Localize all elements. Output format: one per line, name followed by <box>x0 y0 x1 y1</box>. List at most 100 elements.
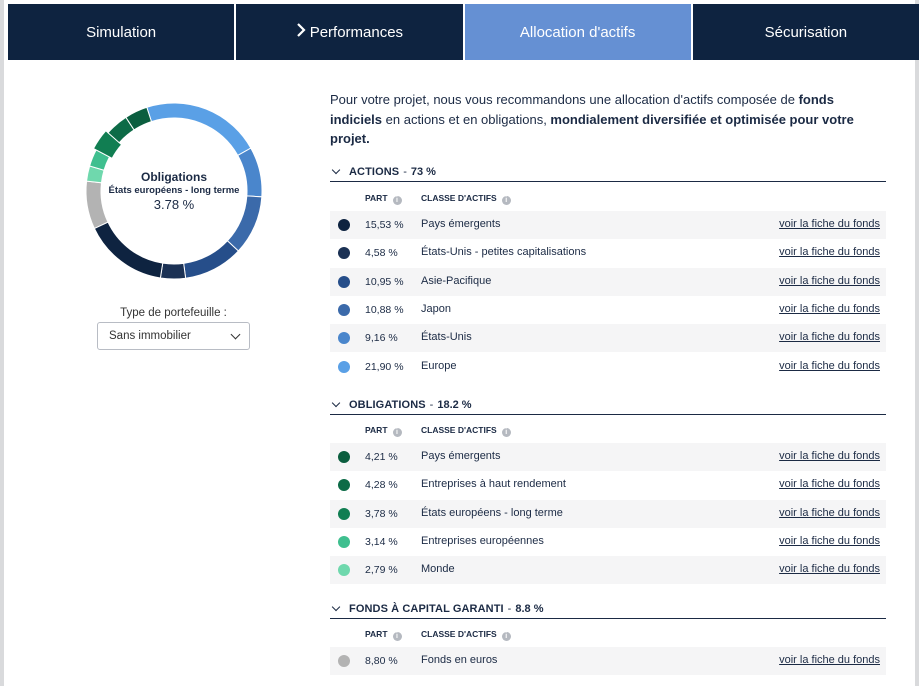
section-percent: 73 % <box>410 165 436 178</box>
donut-value: 3.78 % <box>153 197 195 212</box>
color-dot <box>338 451 350 463</box>
column-part: PART i <box>365 193 402 205</box>
column-classe: CLASSE D'ACTIFS i <box>421 425 511 437</box>
table-row: 10,95 % Asie-Pacifique voir la fiche du fo… <box>330 268 886 296</box>
row-percent: 10,88 % <box>365 304 404 316</box>
fund-sheet-link[interactable]: voir la fiche du fonds <box>779 654 880 666</box>
color-dot <box>338 655 350 667</box>
fund-sheet-link[interactable]: voir la fiche du fonds <box>779 275 880 287</box>
color-dot <box>338 219 350 231</box>
section-header[interactable]: FONDS À CAPITAL GARANTI -8.8 % <box>330 599 886 619</box>
row-percent: 9,16 % <box>365 332 398 344</box>
info-icon[interactable]: i <box>501 428 511 437</box>
column-classe-label: CLASSE D'ACTIFS <box>421 425 497 435</box>
row-percent: 15,53 % <box>365 219 404 231</box>
color-dot <box>338 536 350 548</box>
color-dot <box>338 508 350 520</box>
row-asset-class: Fonds en euros <box>421 654 498 666</box>
portfolio-type-select[interactable]: Sans immobilier <box>97 322 250 350</box>
tab-label: Allocation d'actifs <box>519 23 636 41</box>
fund-sheet-link[interactable]: voir la fiche du fonds <box>779 450 880 462</box>
info-icon[interactable]: i <box>501 632 511 641</box>
tab-label: Sécurisation <box>764 23 848 41</box>
column-classe: CLASSE D'ACTIFS i <box>421 629 511 641</box>
section-separator: - <box>403 165 407 178</box>
chevron-down-icon <box>331 602 341 611</box>
info-icon[interactable]: i <box>392 632 402 641</box>
section-percent: 18.2 % <box>437 398 472 411</box>
allocation-donut-chart[interactable]: Obligations États européens - long terme… <box>80 97 268 285</box>
chevron-down-icon <box>331 165 341 174</box>
column-headers: PART i CLASSE D'ACTIFS i <box>330 625 886 643</box>
portfolio-type-value: Sans immobilier <box>109 330 191 342</box>
info-icon[interactable]: i <box>392 428 402 437</box>
fund-sheet-link[interactable]: voir la fiche du fonds <box>779 507 880 519</box>
donut-center-label: Obligations États européens - long terme… <box>80 97 268 285</box>
row-asset-class: États-Unis - petites capitalisations <box>421 246 587 258</box>
section-title: OBLIGATIONS <box>349 398 426 411</box>
info-icon[interactable]: i <box>501 196 511 205</box>
donut-segment[interactable] <box>92 130 123 159</box>
row-asset-class: Monde <box>421 563 455 575</box>
tab-bar: Simulation Performances Allocation d'act… <box>8 4 919 60</box>
color-dot <box>338 247 350 259</box>
table-row: 15,53 % Pays émergents voir la fiche du fo… <box>330 211 886 239</box>
fund-sheet-link[interactable]: voir la fiche du fonds <box>779 303 880 315</box>
intro-text-part: Pour votre projet, nous vous recommandon… <box>330 92 799 107</box>
row-percent: 2,79 % <box>365 564 398 576</box>
color-dot <box>338 276 350 288</box>
column-headers: PART i CLASSE D'ACTIFS i <box>330 189 886 207</box>
section-separator: - <box>429 398 434 411</box>
table-row: 3,14 % Entreprises européennes voir la fic… <box>330 528 886 556</box>
table-row: 8,80 % Fonds en euros voir la fiche du fon… <box>330 647 886 675</box>
tab-allocation-actifs[interactable]: Allocation d'actifs <box>464 4 691 60</box>
column-part-label: PART <box>365 193 388 203</box>
donut-segment[interactable] <box>125 106 153 131</box>
color-dot <box>338 479 350 491</box>
donut-subtitle: États européens - long terme <box>108 185 240 196</box>
color-dot <box>338 361 350 373</box>
row-asset-class: Pays émergents <box>421 450 501 462</box>
fund-sheet-link[interactable]: voir la fiche du fonds <box>779 563 880 575</box>
section-title: FONDS À CAPITAL GARANTI <box>349 602 504 615</box>
column-classe-label: CLASSE D'ACTIFS <box>421 629 497 639</box>
donut-title: Obligations <box>141 170 207 184</box>
info-icon[interactable]: i <box>392 196 402 205</box>
section-title: ACTIONS <box>349 165 400 178</box>
tab-securisation[interactable]: Sécurisation <box>692 4 919 60</box>
table-row: 4,58 % États-Unis - petites capitalisatio… <box>330 239 886 267</box>
table-row: 2,79 % Monde voir la fiche du fonds <box>330 556 886 584</box>
table-row: 4,28 % Entreprises à haut rendement voir l… <box>330 471 886 499</box>
column-classe-label: CLASSE D'ACTIFS <box>421 193 497 203</box>
tab-simulation[interactable]: Simulation <box>8 4 235 60</box>
row-asset-class: États-Unis <box>421 331 472 343</box>
fund-sheet-link[interactable]: voir la fiche du fonds <box>779 360 880 372</box>
intro-text: Pour votre projet, nous vous recommandon… <box>330 90 886 149</box>
tab-performances[interactable]: Performances <box>236 4 463 60</box>
column-headers: PART i CLASSE D'ACTIFS i <box>330 421 886 439</box>
row-percent: 3,78 % <box>365 508 398 520</box>
row-asset-class: Entreprises européennes <box>421 535 544 547</box>
fund-sheet-link[interactable]: voir la fiche du fonds <box>779 478 880 490</box>
table-row: 21,90 % Europe voir la fiche du fonds <box>330 353 886 381</box>
chevron-down-icon <box>230 329 241 340</box>
intro-text-part: en actions et en obligations, <box>382 111 551 127</box>
column-part-label: PART <box>365 425 388 435</box>
section-header[interactable]: ACTIONS -73 % <box>330 162 886 182</box>
section-header[interactable]: OBLIGATIONS -18.2 % <box>330 395 886 415</box>
intro-text-bold: mondialement diversifiée et optimisée po… <box>330 111 854 147</box>
row-percent: 4,21 % <box>365 451 398 463</box>
chevron-down-icon <box>331 398 341 407</box>
fund-sheet-link[interactable]: voir la fiche du fonds <box>779 331 880 343</box>
fund-sheet-link[interactable]: voir la fiche du fonds <box>779 535 880 547</box>
color-dot <box>338 304 350 316</box>
fund-sheet-link[interactable]: voir la fiche du fonds <box>779 218 880 230</box>
row-percent: 21,90 % <box>365 361 404 373</box>
color-dot <box>338 332 350 344</box>
table-row: 4,21 % Pays émergents voir la fiche du fon… <box>330 443 886 471</box>
row-percent: 10,95 % <box>365 276 404 288</box>
portfolio-type-label: Type de portefeuille : <box>120 307 227 319</box>
fund-sheet-link[interactable]: voir la fiche du fonds <box>779 246 880 258</box>
tab-label: Performances <box>309 23 404 41</box>
